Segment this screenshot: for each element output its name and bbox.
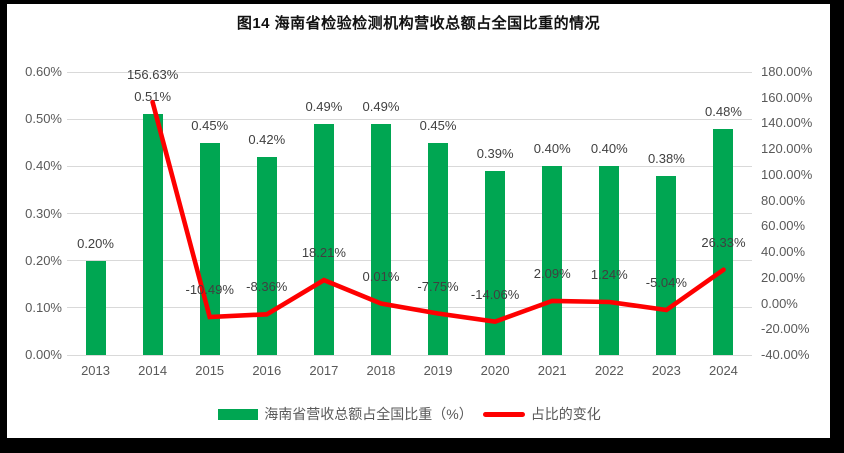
trend-line xyxy=(150,99,726,324)
right-axis-tick-label: 100.00% xyxy=(761,166,813,182)
bar xyxy=(313,123,334,355)
legend-item-line-series: 占比的变化 xyxy=(482,404,601,424)
left-axis-tick-label: 0.30% xyxy=(25,205,62,221)
bar-value-label: 0.39% xyxy=(476,146,514,162)
left-axis-tick-label: 0.40% xyxy=(25,158,62,174)
gridline xyxy=(67,118,752,120)
bar xyxy=(256,156,277,355)
gridline xyxy=(67,71,752,73)
x-axis-year-label: 2013 xyxy=(81,363,110,378)
bar-value-label: 0.40% xyxy=(590,141,628,157)
line-value-label: 0.01% xyxy=(362,268,400,284)
right-axis-tick-label: 60.00% xyxy=(761,218,806,234)
bar-value-label: 0.49% xyxy=(305,98,343,114)
bar-value-label: 0.38% xyxy=(647,150,685,166)
right-axis-tick-label: 160.00% xyxy=(761,89,813,105)
right-axis-tick-label: 120.00% xyxy=(761,141,813,157)
left-axis-tick-label: 0.10% xyxy=(25,299,62,315)
bar-value-label: 0.42% xyxy=(248,131,286,147)
bar xyxy=(599,166,620,355)
gridline xyxy=(67,213,752,214)
legend-line-series-label: 占比的变化 xyxy=(530,406,601,422)
right-axis-tick-label: -20.00% xyxy=(761,321,810,337)
x-axis-year-label: 2020 xyxy=(480,363,510,378)
left-axis-tick-label: 0.50% xyxy=(25,111,62,127)
line-value-label: 156.63% xyxy=(126,67,179,83)
bar-value-label: 0.45% xyxy=(419,117,457,133)
bar xyxy=(713,128,734,355)
right-axis-tick-label: 40.00% xyxy=(761,244,806,260)
bar xyxy=(85,260,106,355)
bar-value-label: 0.20% xyxy=(77,235,114,251)
line-value-label: -5.04% xyxy=(645,275,687,291)
x-axis-year-label: 2016 xyxy=(252,363,282,378)
bar xyxy=(428,142,449,355)
right-axis-tick-label: 80.00% xyxy=(761,192,806,208)
bar xyxy=(542,166,563,355)
gridline xyxy=(67,354,752,356)
left-axis-tick-label: 0.00% xyxy=(25,347,62,362)
line-value-label: 26.33% xyxy=(701,234,746,250)
right-axis-tick-label: 20.00% xyxy=(761,269,806,285)
right-axis-tick-label: 180.00% xyxy=(761,64,813,79)
legend-item-bar-series: 海南省营收总额占全国比重（%） xyxy=(218,404,473,424)
x-axis-year-label: 2021 xyxy=(537,363,567,378)
x-axis-year-label: 2022 xyxy=(594,363,624,378)
bar xyxy=(485,171,506,355)
chart-title: 图14 海南省检验检测机构营收总额占全国比重的情况 xyxy=(236,15,601,32)
x-axis-year-label: 2017 xyxy=(309,363,339,378)
bar-value-label: 0.49% xyxy=(362,98,400,114)
legend: 海南省营收总额占全国比重（%） 占比的变化 xyxy=(67,404,752,424)
bar xyxy=(142,114,163,355)
bar-value-label: 0.40% xyxy=(533,141,571,157)
x-axis-year-label: 2023 xyxy=(651,363,681,378)
left-axis-tick-label: 0.20% xyxy=(25,252,62,268)
x-axis-year-label: 2024 xyxy=(708,363,738,378)
legend-bar-series-label: 海南省营收总额占全国比重（%） xyxy=(264,406,473,422)
right-axis-tick-label: -40.00% xyxy=(761,347,810,362)
right-axis-tick-label: 140.00% xyxy=(761,115,813,131)
bar-value-label: 0.45% xyxy=(191,117,229,133)
bar xyxy=(370,123,391,355)
x-axis-year-label: 2014 xyxy=(138,363,168,378)
bar-value-label: 0.51% xyxy=(134,89,172,105)
line-value-label: -8.36% xyxy=(246,279,288,295)
bar-value-label: 0.48% xyxy=(705,103,742,119)
line-value-label: -10.49% xyxy=(185,282,234,298)
line-value-label: 2.09% xyxy=(533,265,571,281)
right-axis-tick-label: 0.00% xyxy=(761,295,798,311)
gridline xyxy=(67,260,752,262)
left-axis-tick-label: 0.60% xyxy=(25,64,62,79)
line-value-label: -7.75% xyxy=(417,278,459,294)
line-value-label: 1.24% xyxy=(590,266,628,282)
bar-series-swatch-icon xyxy=(218,408,259,420)
x-axis-year-label: 2015 xyxy=(195,363,225,378)
gridline xyxy=(67,165,752,167)
x-axis-year-label: 2018 xyxy=(366,363,396,378)
line-value-label: 18.21% xyxy=(301,245,346,261)
line-series-swatch-icon xyxy=(482,411,525,417)
x-axis-year-label: 2019 xyxy=(423,363,453,378)
line-value-label: -14.06% xyxy=(470,286,520,302)
